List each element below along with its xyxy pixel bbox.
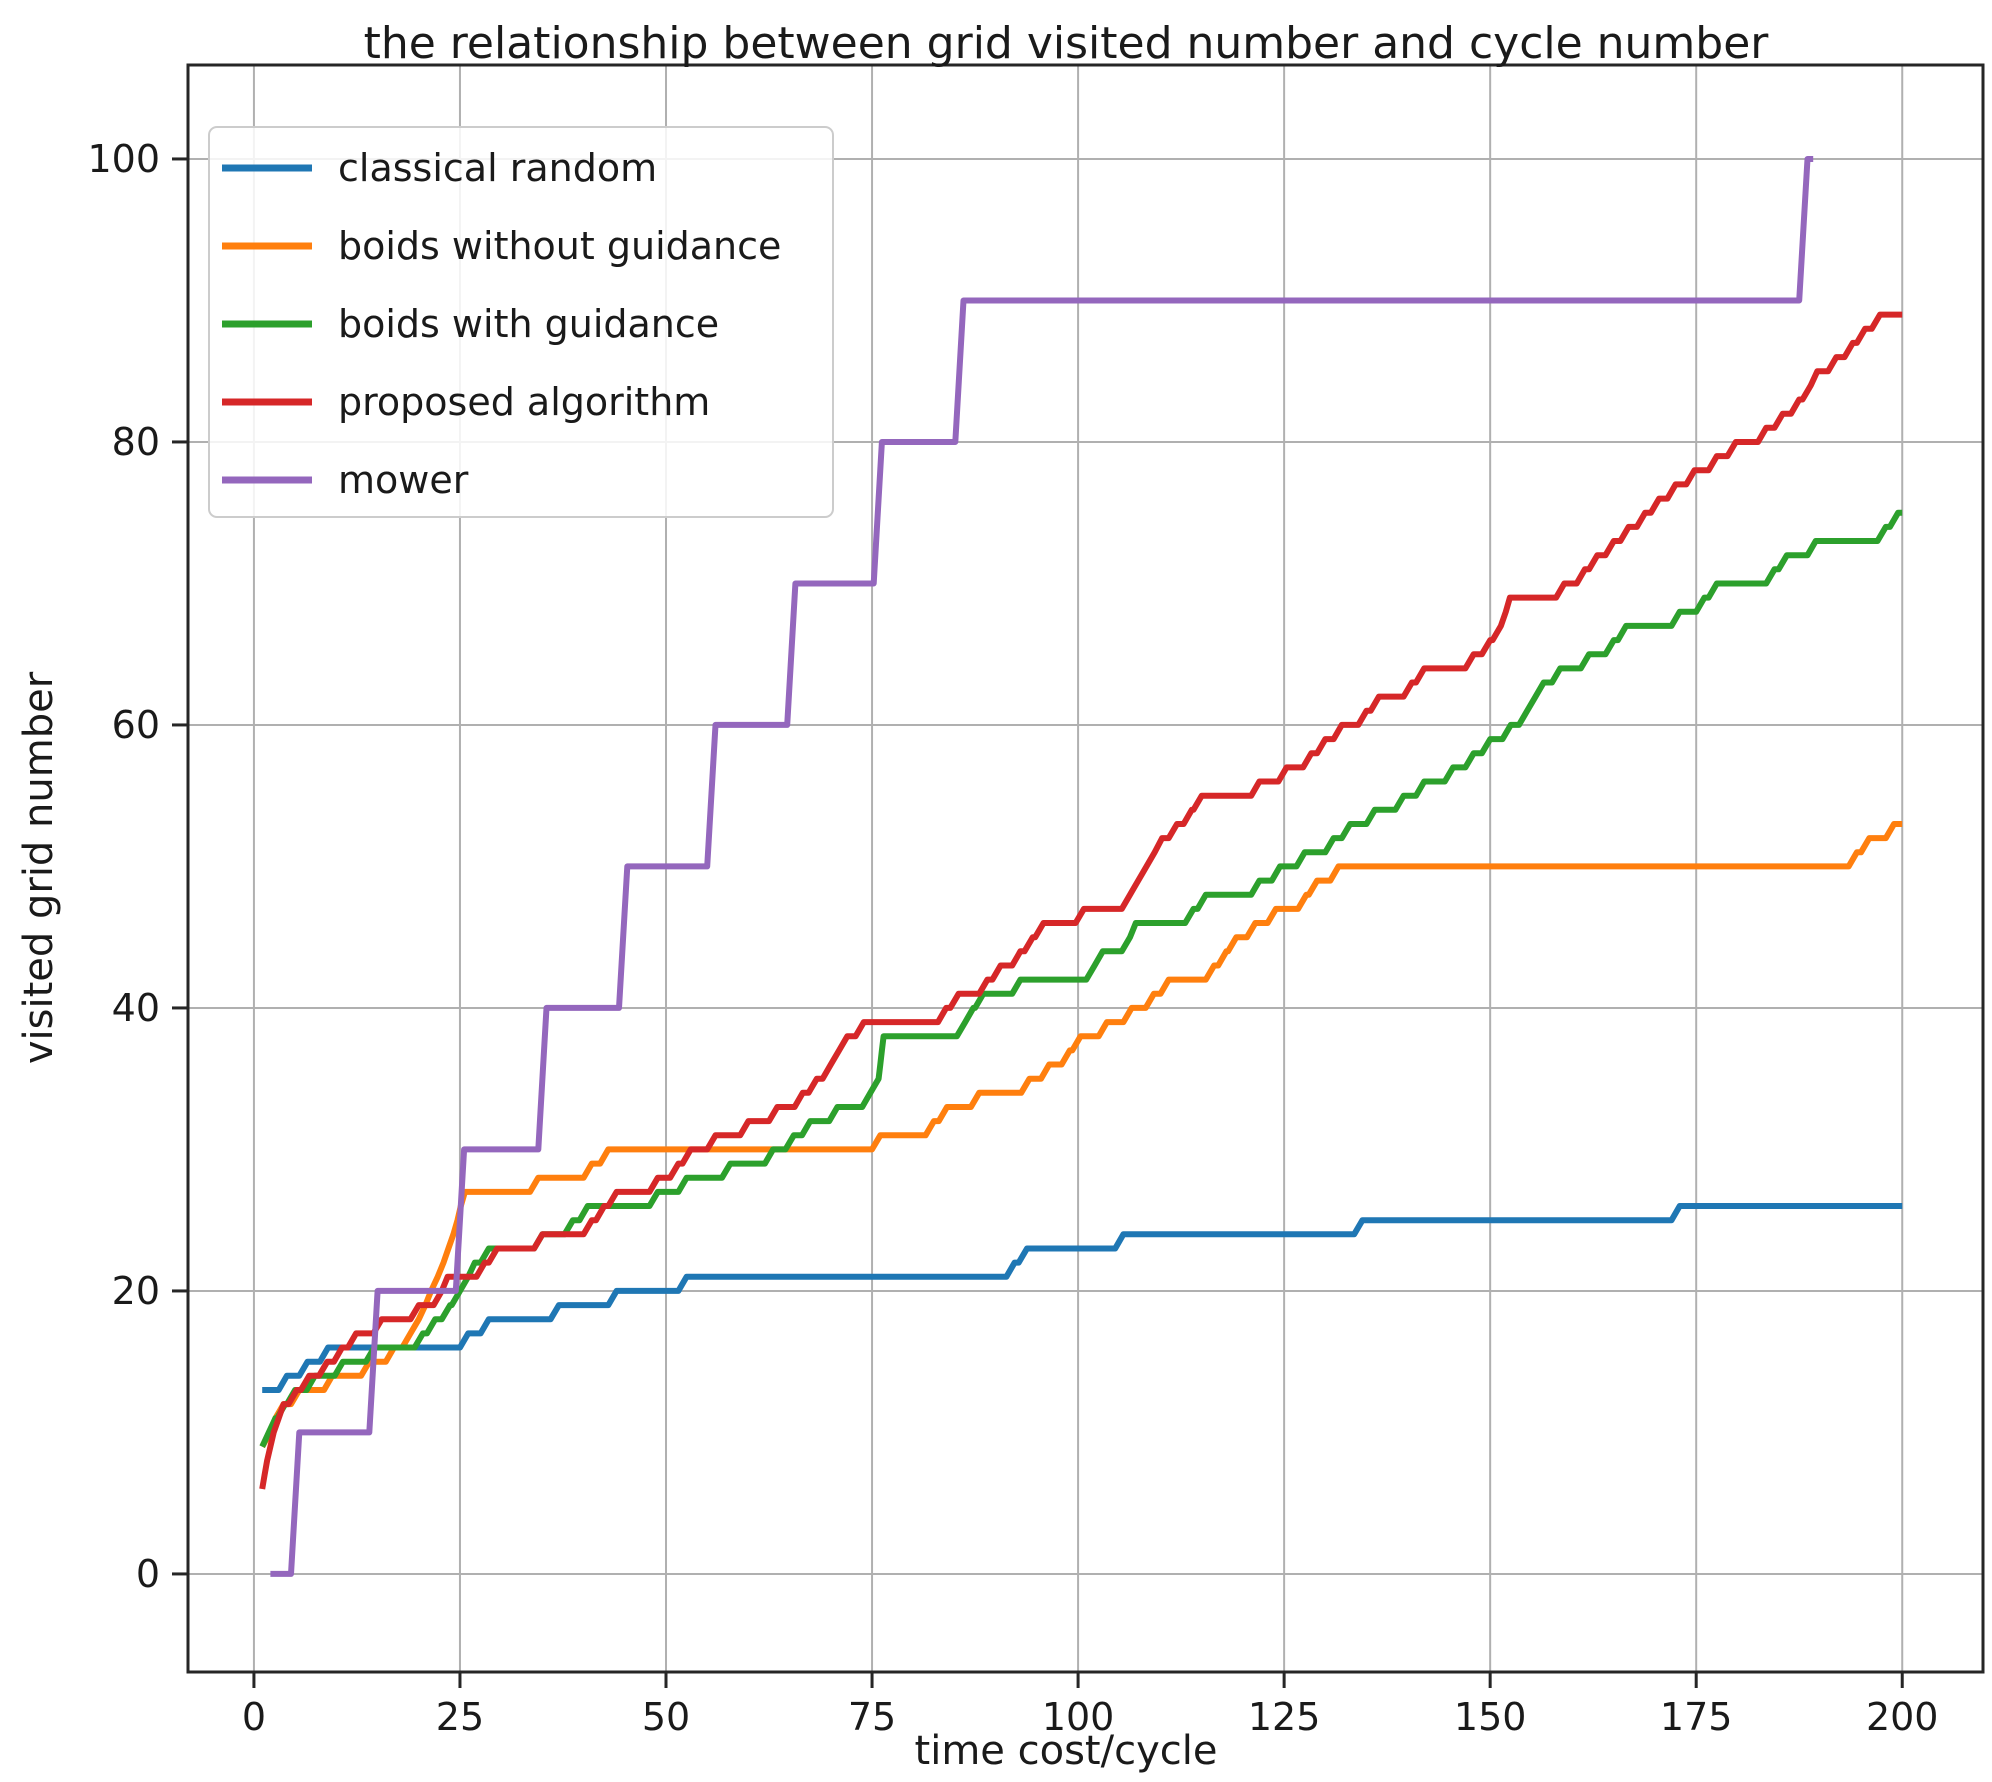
series-line-classical-random bbox=[262, 1203, 1903, 1393]
legend-box bbox=[208, 126, 834, 518]
series-line-mower bbox=[270, 156, 1814, 1577]
y-axis-label: visited grid number bbox=[16, 671, 62, 1064]
legend-item-label: boids without guidance bbox=[338, 224, 781, 268]
y-tick-label: 20 bbox=[112, 1269, 160, 1313]
y-tick-label: 0 bbox=[136, 1552, 160, 1596]
series-line-proposed-algorithm bbox=[259, 311, 1903, 1490]
legend: classical random boids without guidance bo… bbox=[208, 126, 834, 518]
legend-item-boids-with-guidance: boids with guidance bbox=[222, 302, 719, 346]
y-tick-label: 40 bbox=[112, 986, 160, 1030]
legend-item-label: classical random bbox=[338, 146, 657, 190]
x-tick-label: 100 bbox=[1042, 1695, 1115, 1739]
x-tick-label: 50 bbox=[642, 1695, 690, 1739]
legend-item-proposed-algorithm: proposed algorithm bbox=[222, 380, 710, 424]
y-tick-label: 80 bbox=[112, 420, 160, 464]
chart-title: the relationship between grid visited nu… bbox=[364, 18, 1770, 69]
x-tick-label: 150 bbox=[1454, 1695, 1527, 1739]
series-line-boids-without-guidance bbox=[259, 821, 1903, 1449]
x-tick-label: 200 bbox=[1866, 1695, 1939, 1739]
x-tick-label: 175 bbox=[1660, 1695, 1733, 1739]
plot-border bbox=[186, 63, 1985, 1674]
legend-item-label: proposed algorithm bbox=[338, 380, 710, 424]
x-tick-label: 75 bbox=[848, 1695, 896, 1739]
legend-item-label: mower bbox=[338, 458, 469, 502]
x-axis-label: time cost/cycle bbox=[915, 1728, 1218, 1774]
legend-item-label: boids with guidance bbox=[338, 302, 719, 346]
series-layer bbox=[259, 156, 1903, 1577]
tick-labels-layer: 0 25 50 75 100 125 150 175 200 0 20 40 60 80 100 bbox=[87, 137, 1938, 1739]
legend-item-classical-random: classical random bbox=[222, 146, 657, 190]
y-tick-label: 100 bbox=[87, 137, 160, 181]
x-tick-label: 0 bbox=[242, 1695, 266, 1739]
legend-item-mower: mower bbox=[222, 458, 469, 502]
legend-item-boids-without-guidance: boids without guidance bbox=[222, 224, 781, 268]
series-line-boids-with-guidance bbox=[259, 509, 1903, 1448]
x-tick-label: 25 bbox=[436, 1695, 484, 1739]
x-tick-label: 125 bbox=[1248, 1695, 1321, 1739]
y-tick-label: 60 bbox=[112, 703, 160, 747]
axes-layer bbox=[172, 63, 1985, 1688]
